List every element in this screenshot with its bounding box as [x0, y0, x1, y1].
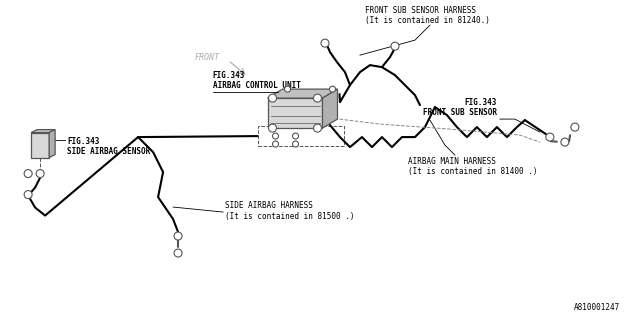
Text: FIG.343
AIRBAG CONTROL UNIT: FIG.343 AIRBAG CONTROL UNIT	[212, 71, 300, 90]
Circle shape	[571, 123, 579, 131]
Circle shape	[391, 42, 399, 50]
Text: FIG.343
SIDE AIRBAG SENSOR: FIG.343 SIDE AIRBAG SENSOR	[67, 137, 150, 156]
Circle shape	[546, 133, 554, 141]
Text: FIG.343
FRONT SUB SENSOR: FIG.343 FRONT SUB SENSOR	[423, 98, 497, 117]
Text: AIRBAG MAIN HARNESS
(It is contained in 81400 .): AIRBAG MAIN HARNESS (It is contained in …	[408, 157, 538, 176]
Circle shape	[292, 141, 298, 147]
Circle shape	[314, 94, 321, 102]
Polygon shape	[323, 89, 337, 128]
Circle shape	[36, 170, 44, 178]
Circle shape	[561, 138, 569, 146]
Circle shape	[174, 249, 182, 257]
Circle shape	[269, 94, 276, 102]
Circle shape	[24, 170, 32, 178]
Text: A810001247: A810001247	[573, 303, 620, 312]
Polygon shape	[49, 130, 55, 157]
Text: FRONT: FRONT	[195, 52, 220, 62]
Circle shape	[321, 39, 329, 47]
Text: SIDE AIRBAG HARNESS
(It is contained in 81500 .): SIDE AIRBAG HARNESS (It is contained in …	[225, 201, 355, 221]
Circle shape	[292, 133, 298, 139]
Circle shape	[285, 86, 291, 92]
Circle shape	[174, 232, 182, 240]
Circle shape	[24, 191, 32, 198]
Circle shape	[269, 124, 276, 132]
Circle shape	[330, 86, 335, 92]
Text: FRONT SUB SENSOR HARNESS
(It is contained in 81240.): FRONT SUB SENSOR HARNESS (It is containe…	[365, 6, 490, 25]
Polygon shape	[31, 132, 49, 157]
Circle shape	[273, 133, 278, 139]
Circle shape	[314, 124, 321, 132]
Polygon shape	[268, 98, 323, 128]
Circle shape	[273, 141, 278, 147]
Polygon shape	[31, 130, 55, 132]
Polygon shape	[268, 89, 337, 98]
